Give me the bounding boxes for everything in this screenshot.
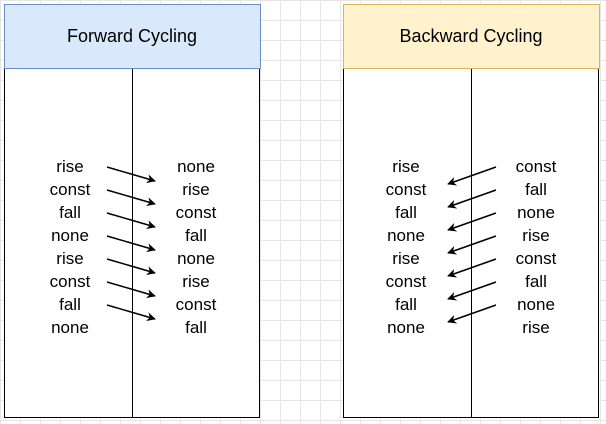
forward-left-item: none [51, 318, 89, 337]
backward-left-item: rise [392, 249, 420, 268]
forward-right-item: rise [182, 180, 210, 199]
backward-right-item: none [517, 203, 555, 222]
backward-left-item: const [385, 272, 427, 291]
backward-left-item: none [387, 318, 425, 337]
forward-left-item: rise [56, 249, 84, 268]
forward-left-item: fall [59, 295, 81, 314]
forward-right-column: none rise const fall none rise const fal… [156, 155, 236, 339]
backward-column-divider [471, 69, 472, 417]
backward-left-item: rise [392, 157, 420, 176]
backward-right-column: const fall none rise const fall none ris… [496, 155, 576, 339]
backward-left-item: fall [395, 203, 417, 222]
backward-left-item: const [385, 180, 427, 199]
backward-right-item: fall [525, 272, 547, 291]
forward-right-item: none [177, 249, 215, 268]
forward-right-item: const [175, 295, 217, 314]
backward-right-item: none [517, 295, 555, 314]
forward-left-column: rise const fall none rise const fall non… [30, 155, 110, 339]
forward-column-divider [132, 69, 133, 417]
forward-right-item: none [177, 157, 215, 176]
forward-right-item: const [175, 203, 217, 222]
forward-left-item: fall [59, 203, 81, 222]
forward-left-item: rise [56, 157, 84, 176]
backward-right-item: const [515, 157, 557, 176]
forward-left-item: none [51, 226, 89, 245]
backward-right-item: fall [525, 180, 547, 199]
forward-right-item: fall [185, 226, 207, 245]
forward-right-item: rise [182, 272, 210, 291]
forward-cycling-panel: Forward Cycling rise const fall none ris… [3, 3, 261, 418]
forward-cycling-title: Forward Cycling [3, 3, 261, 69]
forward-right-item: fall [185, 318, 207, 337]
backward-right-item: const [515, 249, 557, 268]
backward-right-item: rise [522, 226, 550, 245]
backward-left-column: rise const fall none rise const fall non… [366, 155, 446, 339]
forward-left-item: const [49, 272, 91, 291]
backward-cycling-panel: Backward Cycling rise const fall none ri… [342, 3, 600, 418]
forward-left-item: const [49, 180, 91, 199]
backward-left-item: none [387, 226, 425, 245]
backward-cycling-title: Backward Cycling [342, 3, 600, 69]
backward-right-item: rise [522, 318, 550, 337]
backward-left-item: fall [395, 295, 417, 314]
